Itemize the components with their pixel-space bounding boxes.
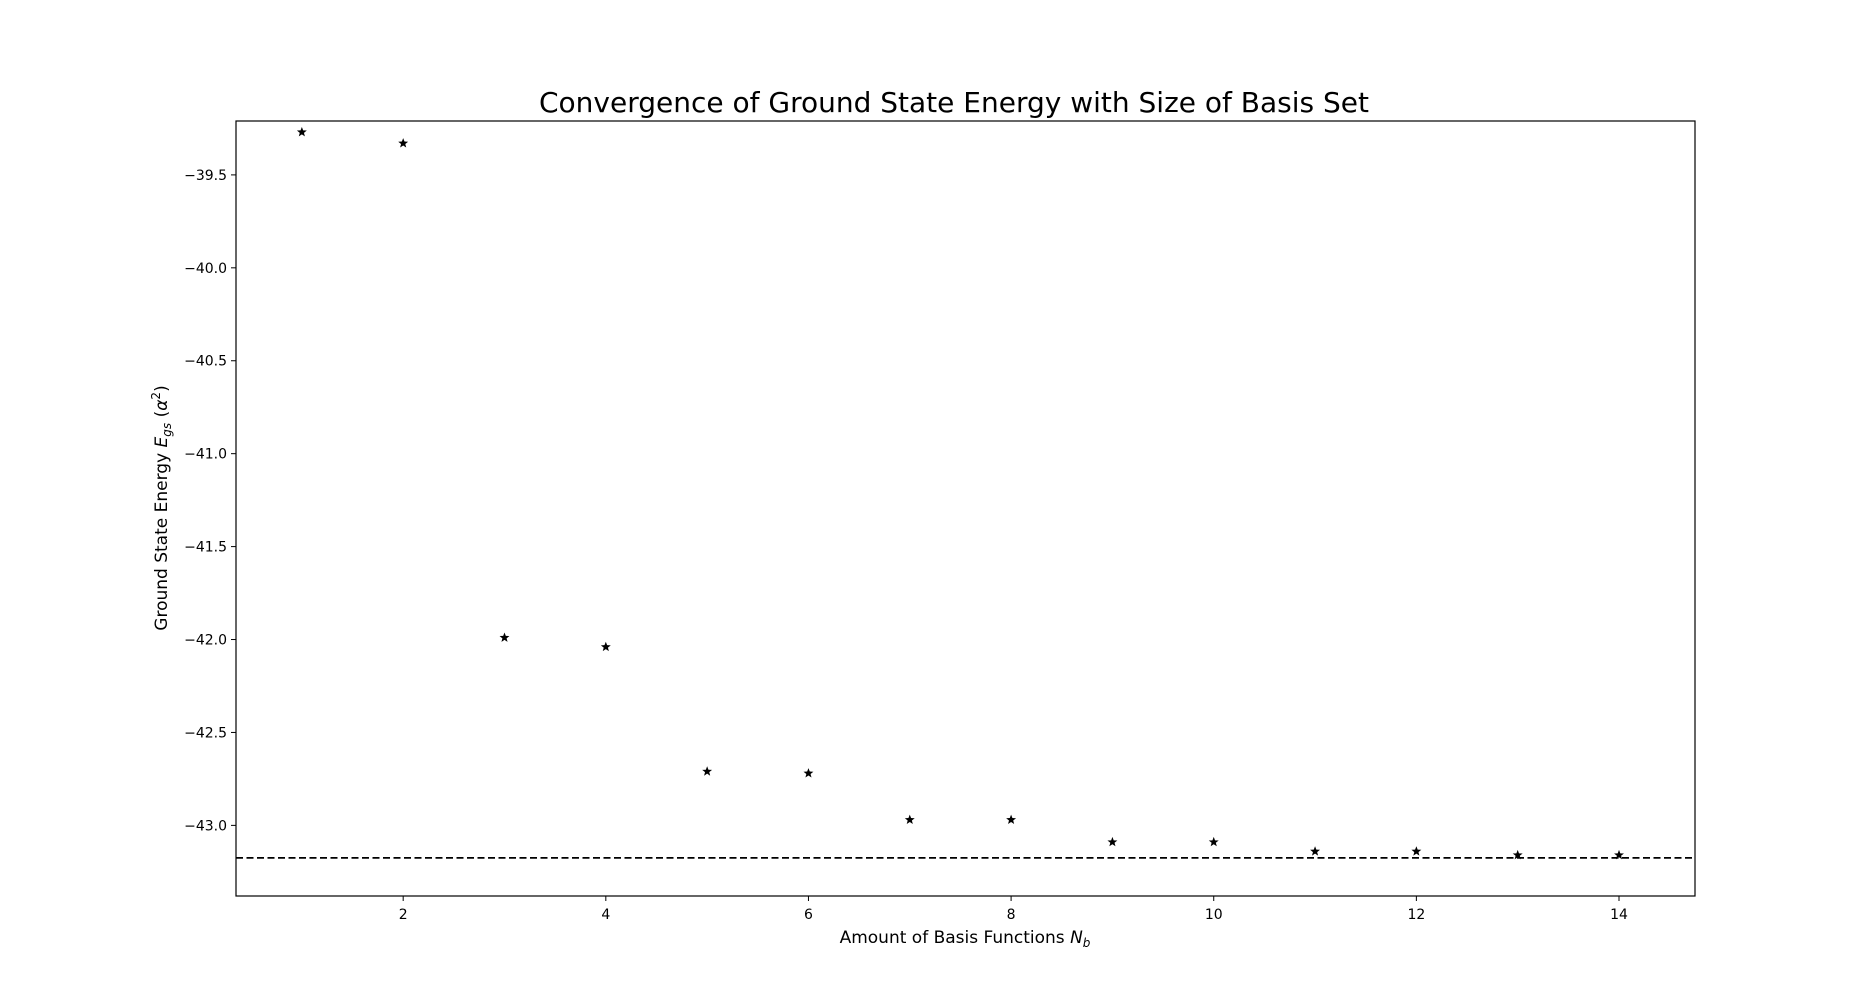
x-tick-label: 10 bbox=[1205, 907, 1223, 923]
x-tick-label: 8 bbox=[1007, 907, 1016, 923]
data-point-star bbox=[296, 126, 307, 137]
y-axis-label-unit-superscript: 2 bbox=[149, 392, 163, 400]
y-axis-label-text: Ground State Energy bbox=[152, 447, 172, 630]
x-tick-label: 14 bbox=[1610, 907, 1628, 923]
y-axis-label-unit-open: ( bbox=[152, 411, 172, 423]
x-tick-label: 2 bbox=[399, 907, 408, 923]
y-axis-label-unit-close: ) bbox=[152, 385, 172, 392]
data-point-star bbox=[1107, 836, 1118, 847]
y-tick-label: −41.5 bbox=[184, 540, 227, 556]
data-point-star bbox=[1208, 836, 1219, 847]
x-axis-ticks: 2 4 6 8 10 12 14 bbox=[399, 896, 1628, 923]
data-points bbox=[296, 126, 1624, 860]
y-tick-label: −42.0 bbox=[184, 633, 227, 649]
plot-area-frame bbox=[235, 120, 1696, 897]
y-tick-label: −41.0 bbox=[184, 447, 227, 463]
data-point-star bbox=[904, 814, 915, 825]
y-tick-label: −40.5 bbox=[184, 354, 227, 370]
data-point-star bbox=[1411, 846, 1422, 856]
data-point-star bbox=[702, 766, 713, 776]
y-tick-label: −40.0 bbox=[184, 261, 227, 277]
y-axis-label-unit-symbol: α bbox=[152, 400, 172, 411]
x-axis-label-subscript: b bbox=[1083, 936, 1091, 950]
y-axis-label: Ground State Energy Egs (α2) bbox=[149, 385, 174, 630]
y-tick-label: −42.5 bbox=[184, 725, 227, 741]
y-axis-label-symbol: E bbox=[152, 436, 172, 447]
y-axis-label-subscript: gs bbox=[160, 423, 174, 437]
x-axis-label-symbol: N bbox=[1070, 928, 1083, 948]
x-tick-label: 4 bbox=[601, 907, 610, 923]
data-point-star bbox=[499, 632, 510, 642]
data-point-star bbox=[600, 641, 611, 652]
x-tick-label: 12 bbox=[1407, 907, 1425, 923]
data-point-star bbox=[1006, 814, 1017, 825]
chart-title: Convergence of Ground State Energy with … bbox=[539, 86, 1369, 119]
x-tick-label: 6 bbox=[804, 907, 813, 923]
data-point-star bbox=[1512, 849, 1523, 860]
y-tick-label: −43.0 bbox=[184, 818, 227, 834]
data-point-star bbox=[1310, 846, 1320, 856]
data-point-star bbox=[398, 138, 409, 148]
x-axis-label-text: Amount of Basis Functions bbox=[840, 928, 1071, 948]
y-tick-label: −39.5 bbox=[184, 168, 227, 184]
data-point-star bbox=[803, 768, 814, 778]
y-axis-ticks: −39.5 −40.0 −40.5 −41.0 −41.5 −42.0 −42.5 −43.0 bbox=[184, 168, 236, 834]
x-axis-label: Amount of Basis Functions Nb bbox=[840, 928, 1091, 950]
data-point-star bbox=[1614, 849, 1624, 860]
